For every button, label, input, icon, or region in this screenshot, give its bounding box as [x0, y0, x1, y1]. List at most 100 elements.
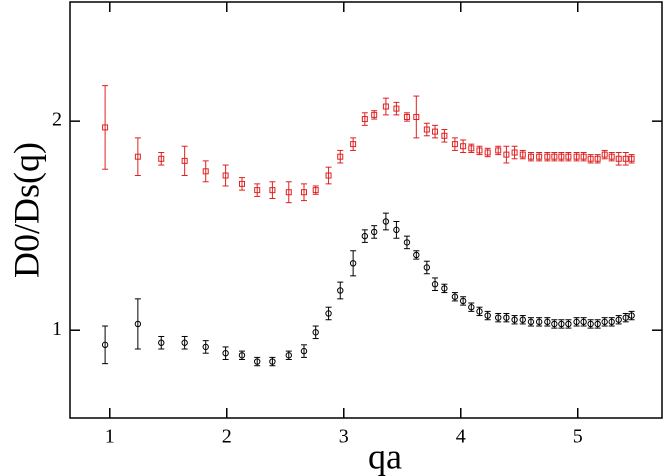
- error-bar: [350, 137, 357, 151]
- error-bar: [254, 183, 261, 197]
- point: [558, 153, 565, 160]
- error-bar: [102, 325, 109, 365]
- x-tick-label: 4: [456, 426, 466, 448]
- point: [238, 180, 245, 187]
- point: [312, 329, 319, 336]
- y-axis-label: D0/Ds(q): [6, 142, 46, 278]
- point: [608, 318, 615, 326]
- point: [158, 339, 165, 346]
- point: [459, 297, 467, 305]
- point: [468, 304, 475, 311]
- x-tick-label: 3: [339, 426, 349, 448]
- point: [622, 314, 629, 321]
- point: [558, 320, 565, 328]
- error-bar: [403, 235, 410, 250]
- point: [349, 260, 357, 267]
- point: [222, 349, 229, 357]
- point: [285, 352, 292, 359]
- point: [535, 318, 543, 326]
- point: [350, 141, 357, 148]
- error-bar: [285, 181, 292, 204]
- point: [484, 149, 491, 156]
- point: [269, 358, 276, 365]
- point: [519, 151, 526, 158]
- point: [253, 358, 261, 365]
- point: [181, 339, 188, 346]
- point: [325, 172, 332, 179]
- point: [413, 113, 420, 120]
- point: [511, 149, 518, 156]
- error-bar: [441, 129, 448, 143]
- point: [382, 218, 390, 225]
- point: [594, 320, 601, 328]
- point: [587, 320, 594, 328]
- point: [544, 153, 551, 160]
- y-tick-label: 1: [52, 318, 62, 340]
- y-tick-label: 2: [52, 109, 62, 131]
- error-bar: [134, 137, 141, 177]
- error-bar: [393, 101, 400, 116]
- point: [536, 153, 543, 160]
- point: [300, 347, 308, 355]
- point: [495, 147, 502, 154]
- point: [423, 126, 430, 133]
- point: [628, 312, 635, 319]
- point: [432, 128, 439, 135]
- point: [101, 341, 109, 349]
- error-bar: [158, 335, 165, 350]
- point: [519, 316, 526, 323]
- point: [393, 105, 400, 112]
- x-tick-label: 5: [573, 426, 583, 448]
- point: [158, 155, 165, 162]
- point: [312, 187, 319, 194]
- point: [573, 153, 580, 160]
- error-bar: [300, 183, 307, 202]
- point: [460, 143, 467, 150]
- point: [551, 320, 558, 328]
- error-bar: [382, 212, 389, 231]
- error-bar: [158, 152, 165, 166]
- point: [551, 153, 558, 160]
- point: [325, 310, 332, 317]
- point: [544, 318, 551, 326]
- error-bar: [413, 95, 420, 139]
- point: [202, 168, 209, 175]
- error-bar: [238, 177, 245, 191]
- point: [601, 151, 608, 158]
- error-bar: [325, 166, 332, 185]
- error-bar: [460, 139, 467, 154]
- error-bar: [202, 160, 209, 183]
- point: [371, 111, 378, 118]
- point: [423, 264, 431, 271]
- point: [222, 172, 229, 179]
- point: [622, 155, 629, 162]
- point: [587, 155, 594, 162]
- point: [580, 318, 587, 326]
- point: [337, 287, 344, 294]
- point: [476, 308, 483, 315]
- point: [451, 293, 459, 300]
- point: [565, 153, 572, 160]
- point: [601, 318, 608, 326]
- error-bar: [423, 260, 430, 275]
- error-bar: [222, 346, 229, 360]
- point: [615, 316, 622, 323]
- point: [285, 189, 292, 196]
- error-bar: [350, 250, 357, 277]
- error-bar: [451, 137, 458, 151]
- error-bar: [269, 181, 276, 200]
- error-bar: [337, 281, 344, 300]
- point: [527, 318, 535, 326]
- point: [476, 147, 483, 154]
- error-bar: [181, 145, 188, 177]
- point: [484, 312, 491, 319]
- x-tick-label: 1: [105, 426, 115, 448]
- point: [431, 281, 439, 288]
- error-bar: [337, 149, 344, 164]
- point: [441, 132, 448, 139]
- error-bar: [382, 97, 389, 116]
- point: [413, 251, 420, 259]
- point: [565, 320, 572, 328]
- point: [527, 153, 534, 160]
